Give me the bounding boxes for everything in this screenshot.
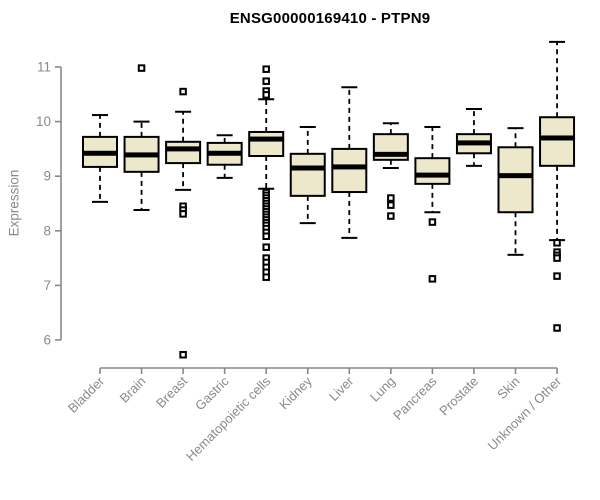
boxplot-hematopoietic-cells xyxy=(248,65,285,281)
median-line xyxy=(332,164,367,170)
iqr-box xyxy=(165,140,202,165)
x-category-label: Unknown / Other xyxy=(485,373,565,453)
iqr-box xyxy=(539,116,576,167)
median-line xyxy=(456,140,491,146)
boxplot-pancreas xyxy=(414,126,451,283)
x-category-label: Kidney xyxy=(276,373,315,412)
x-category-label: Lung xyxy=(367,374,398,405)
median-line xyxy=(415,172,450,178)
y-tick-label: 8 xyxy=(43,223,51,238)
iqr-box xyxy=(289,152,326,197)
outlier-point xyxy=(262,273,270,281)
boxplot-gastric xyxy=(206,134,243,179)
y-tick-label: 7 xyxy=(43,278,51,293)
median-line xyxy=(498,173,533,179)
outlier-point xyxy=(262,243,270,251)
x-category-label: Bladder xyxy=(65,373,108,416)
boxplot-liver xyxy=(331,86,368,239)
median-line xyxy=(290,165,325,171)
outlier-point xyxy=(179,210,187,218)
boxplot-breast xyxy=(165,87,202,359)
boxplot-unknown-other xyxy=(539,40,576,332)
boxplot-bladder xyxy=(82,114,118,203)
outlier-point xyxy=(387,201,395,209)
median-line xyxy=(166,146,201,152)
median-line xyxy=(249,136,284,142)
x-category-label: Pancreas xyxy=(390,373,440,423)
y-tick-label: 11 xyxy=(37,60,51,75)
iqr-box xyxy=(414,157,451,185)
outlier-point xyxy=(553,324,561,332)
x-category-label: Breast xyxy=(153,373,190,410)
outlier-point xyxy=(137,64,146,72)
median-line xyxy=(124,152,159,158)
outlier-point xyxy=(387,194,395,202)
y-tick-label: 9 xyxy=(43,169,51,184)
y-tick-label: 6 xyxy=(43,333,51,348)
outlier-point xyxy=(262,91,270,99)
boxplot-kidney xyxy=(289,126,326,225)
boxplot-lung xyxy=(372,122,409,220)
iqr-box xyxy=(497,146,534,214)
iqr-box xyxy=(248,130,285,157)
x-category-label: Brain xyxy=(117,374,149,406)
chart-title: ENSG00000169410 - PTPN9 xyxy=(229,10,431,27)
outlier-point xyxy=(262,232,270,241)
outlier-point xyxy=(262,65,270,73)
median-line xyxy=(373,151,408,157)
x-category-label: Skin xyxy=(494,374,522,402)
outlier-point xyxy=(262,77,270,85)
boxplot-prostate xyxy=(455,108,492,167)
outlier-point xyxy=(387,212,395,220)
outlier-point xyxy=(553,254,561,262)
median-line xyxy=(207,150,242,156)
outlier-point xyxy=(428,275,437,283)
outlier-point xyxy=(553,272,561,280)
outlier-point xyxy=(553,239,561,247)
median-line xyxy=(540,135,575,141)
outlier-point xyxy=(179,350,187,359)
median-line xyxy=(83,150,117,156)
y-tick-label: 10 xyxy=(36,114,51,129)
iqr-box xyxy=(331,147,368,194)
outlier-point xyxy=(428,218,437,226)
outlier-point xyxy=(179,87,187,96)
x-category-label: Gastric xyxy=(192,373,232,413)
x-category-label: Liver xyxy=(326,373,357,404)
boxplot-skin xyxy=(497,127,534,256)
boxplot-brain xyxy=(123,64,160,212)
x-category-label: Prostate xyxy=(436,374,481,419)
